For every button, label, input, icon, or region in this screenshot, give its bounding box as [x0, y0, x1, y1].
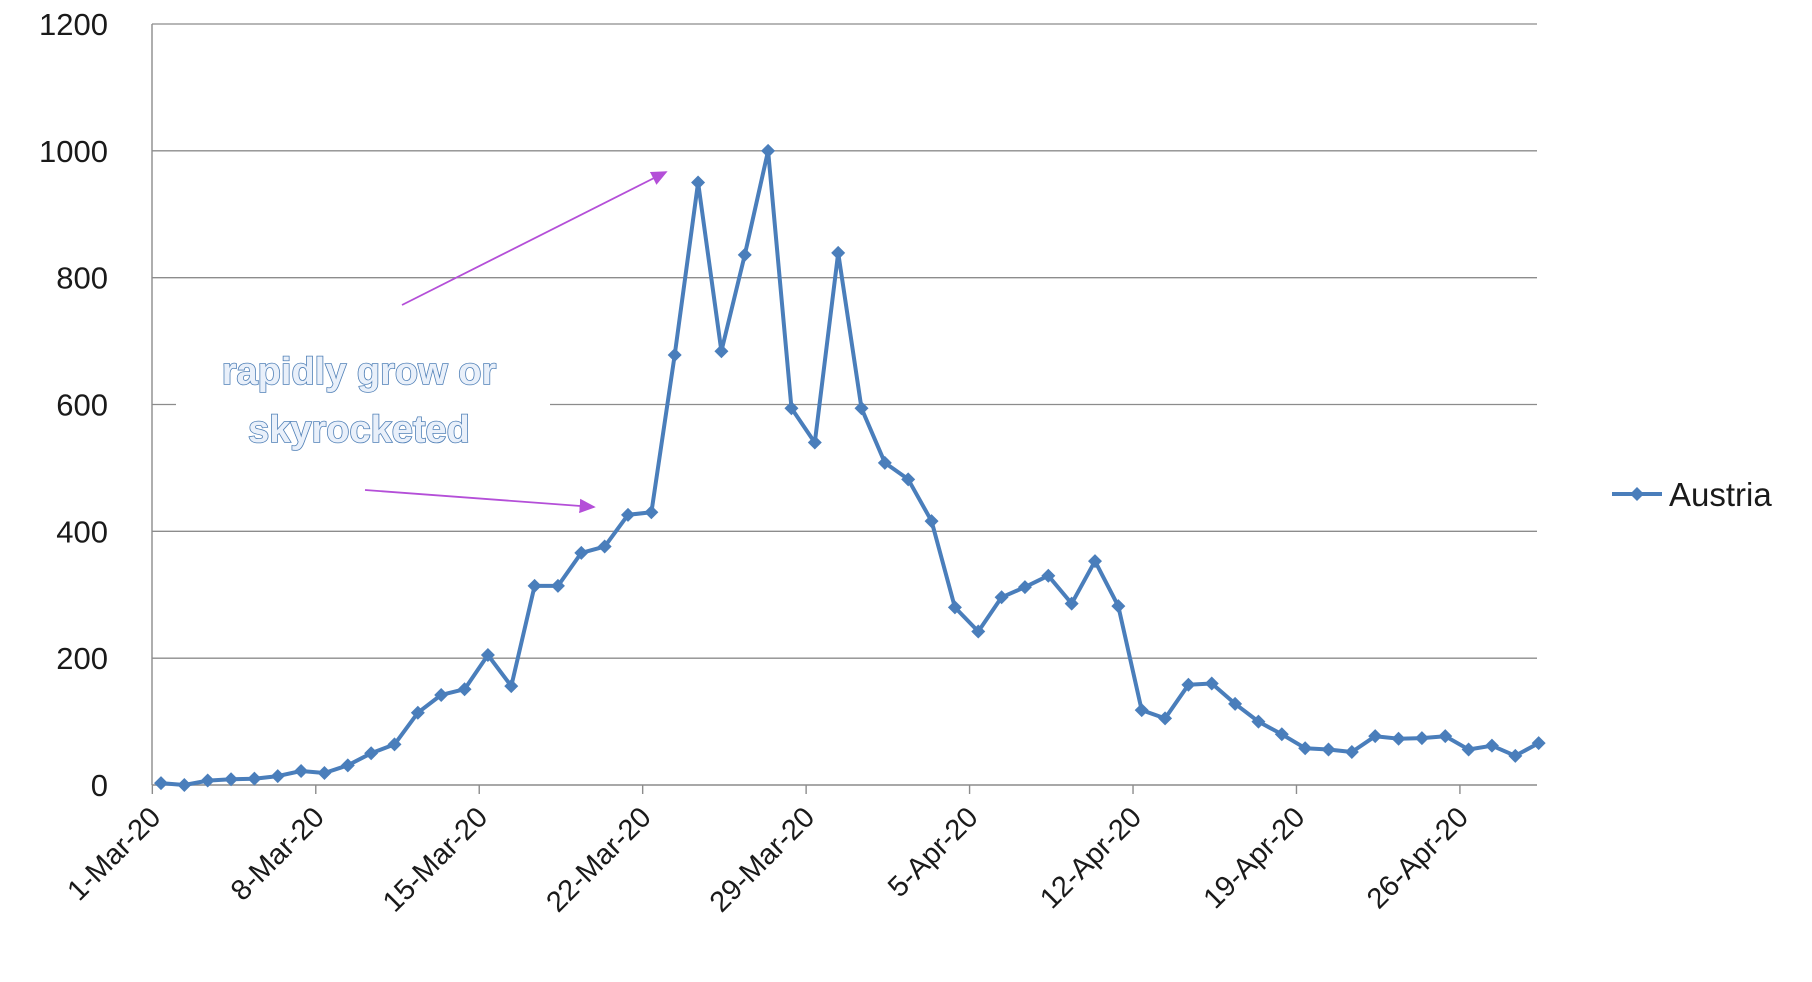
annotation-box — [176, 338, 550, 464]
data-point — [1368, 729, 1383, 744]
data-point — [574, 545, 589, 560]
data-point — [1064, 596, 1079, 611]
data-point — [434, 687, 449, 702]
data-point — [1134, 703, 1149, 718]
data-point — [1181, 677, 1196, 692]
arrow-lower — [364, 489, 596, 514]
annotation-text: rapidly grow or skyrocketed — [222, 351, 497, 451]
data-point — [364, 746, 379, 761]
data-point — [527, 578, 542, 593]
data-point — [224, 772, 239, 787]
data-point — [1204, 676, 1219, 691]
y-tick-label: 200 — [56, 641, 108, 676]
data-point — [1438, 729, 1453, 744]
data-point — [1041, 568, 1056, 583]
data-point — [901, 472, 916, 487]
data-point — [480, 647, 495, 662]
data-point — [1391, 731, 1406, 746]
data-point — [317, 765, 332, 780]
y-tick-label: 0 — [91, 768, 108, 803]
data-point — [667, 348, 682, 363]
x-tick-label: 26-Apr-20 — [1361, 801, 1475, 915]
data-point — [200, 773, 215, 788]
data-point — [924, 514, 939, 529]
data-point — [1344, 745, 1359, 760]
data-point — [410, 705, 425, 720]
annotation-line: rapidly grow or — [222, 351, 497, 393]
annotation: rapidly grow or skyrocketed — [176, 171, 668, 514]
y-tick-label: 400 — [56, 514, 108, 549]
data-point — [1508, 748, 1523, 763]
annotation-line: skyrocketed — [248, 409, 470, 451]
data-point — [714, 344, 729, 359]
data-point — [154, 776, 168, 791]
data-point — [1111, 599, 1126, 614]
data-point — [831, 245, 846, 260]
data-point — [294, 764, 309, 779]
data-point — [994, 590, 1009, 605]
x-tick-label: 8-Mar-20 — [225, 801, 331, 907]
data-point — [1414, 731, 1429, 746]
data-point — [1461, 742, 1476, 757]
data-point — [807, 435, 822, 450]
data-point — [1321, 742, 1336, 757]
data-point — [1088, 554, 1102, 569]
data-point — [877, 455, 892, 470]
y-tick-label: 800 — [56, 261, 108, 296]
data-point — [457, 682, 472, 697]
data-point — [947, 600, 962, 615]
data-point — [1017, 580, 1032, 595]
data-point — [270, 769, 285, 784]
data-point — [784, 401, 799, 416]
data-point — [1228, 696, 1243, 711]
y-axis-tick-labels: 0 200 400 600 800 1000 1200 — [39, 7, 108, 803]
x-tick-label: 12-Apr-20 — [1034, 801, 1148, 915]
y-tick-label: 1000 — [39, 134, 108, 169]
x-tick-label: 19-Apr-20 — [1198, 801, 1312, 915]
x-axis-tick-labels: 1-Mar-20 8-Mar-20 15-Mar-20 22-Mar-20 29-Mar… — [61, 801, 1474, 918]
legend: Austria — [1612, 476, 1772, 513]
y-tick-label: 1200 — [39, 7, 108, 42]
data-point — [737, 247, 752, 262]
data-point — [761, 143, 776, 158]
data-point — [1158, 711, 1173, 726]
data-point — [177, 778, 192, 792]
data-point — [1531, 736, 1546, 751]
x-tick-label: 29-Mar-20 — [704, 801, 821, 918]
data-point — [1251, 714, 1266, 729]
data-point — [1484, 738, 1499, 753]
x-tick-label: 5-Apr-20 — [882, 801, 984, 903]
x-tick-label: 22-Mar-20 — [540, 801, 657, 918]
data-point — [550, 578, 565, 593]
data-point — [1298, 741, 1313, 756]
data-point — [971, 624, 986, 639]
data-point — [621, 507, 635, 522]
data-point — [691, 175, 706, 190]
data-point — [247, 771, 262, 786]
data-point — [644, 505, 659, 520]
legend-label-austria: Austria — [1669, 476, 1772, 513]
y-tick-label: 600 — [56, 388, 108, 423]
data-point — [387, 737, 402, 752]
data-point — [504, 679, 519, 694]
x-tick-label: 1-Mar-20 — [61, 801, 167, 907]
data-point — [1274, 727, 1289, 742]
arrow-upper — [401, 171, 668, 306]
axes — [151, 24, 1537, 794]
series-austria — [154, 143, 1546, 792]
data-point — [854, 401, 869, 416]
x-tick-label: 15-Mar-20 — [377, 801, 494, 918]
data-point — [340, 758, 355, 773]
series-line-austria — [160, 148, 1540, 787]
legend-marker — [1630, 487, 1644, 501]
data-point — [597, 539, 612, 554]
